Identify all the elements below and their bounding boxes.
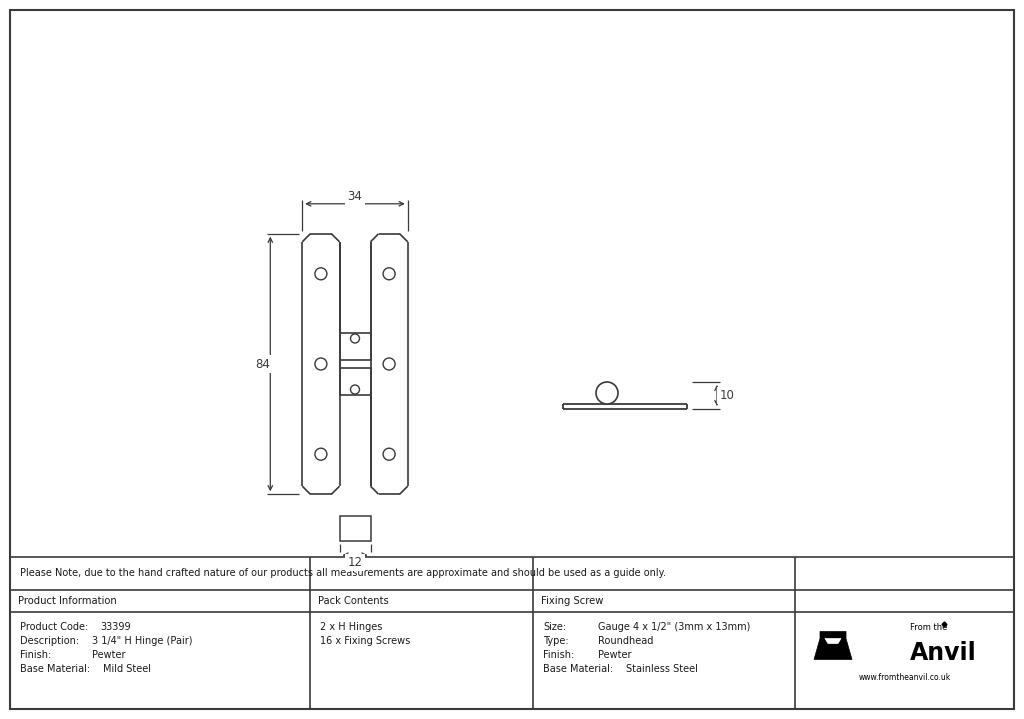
Circle shape [350, 334, 359, 343]
Circle shape [383, 358, 395, 370]
Text: Finish:: Finish: [543, 650, 574, 660]
Circle shape [383, 267, 395, 280]
Text: 2 x H Hinges: 2 x H Hinges [319, 622, 382, 632]
Text: Size:: Size: [543, 622, 566, 632]
Text: www.fromtheanvil.co.uk: www.fromtheanvil.co.uk [858, 673, 950, 682]
Circle shape [350, 385, 359, 394]
Text: Pack Contents: Pack Contents [318, 596, 389, 606]
Text: Finish:: Finish: [20, 650, 51, 660]
Text: Product Code:: Product Code: [20, 622, 88, 632]
Text: Stainless Steel: Stainless Steel [626, 664, 698, 674]
Text: Base Material:: Base Material: [20, 664, 90, 674]
Text: Mild Steel: Mild Steel [103, 664, 151, 674]
Text: 16 x Fixing Screws: 16 x Fixing Screws [319, 636, 411, 646]
Polygon shape [825, 638, 841, 644]
Text: From the: From the [909, 623, 947, 632]
Text: Type:: Type: [543, 636, 568, 646]
Text: 34: 34 [347, 191, 362, 203]
Polygon shape [814, 631, 852, 659]
Circle shape [596, 382, 618, 404]
Text: Pewter: Pewter [598, 650, 632, 660]
Text: Base Material:: Base Material: [543, 664, 613, 674]
Text: 12: 12 [347, 556, 362, 569]
Text: 84: 84 [255, 357, 269, 370]
Text: Please Note, due to the hand crafted nature of our products all measurements are: Please Note, due to the hand crafted nat… [20, 569, 666, 579]
Bar [340, 333, 371, 360]
Text: 33399: 33399 [100, 622, 131, 632]
Text: Pewter: Pewter [92, 650, 126, 660]
Text: Fixing Screw: Fixing Screw [541, 596, 603, 606]
Circle shape [315, 358, 327, 370]
Bar [340, 516, 371, 541]
Circle shape [315, 267, 327, 280]
Text: Product Information: Product Information [18, 596, 117, 606]
Text: Anvil: Anvil [909, 641, 976, 666]
Text: 10: 10 [720, 389, 734, 402]
Text: Description:: Description: [20, 636, 79, 646]
Circle shape [315, 448, 327, 460]
Text: Roundhead: Roundhead [598, 636, 653, 646]
Text: 3 1/4" H Hinge (Pair): 3 1/4" H Hinge (Pair) [92, 636, 193, 646]
Text: Gauge 4 x 1/2" (3mm x 13mm): Gauge 4 x 1/2" (3mm x 13mm) [598, 622, 751, 632]
Circle shape [383, 448, 395, 460]
Bar [340, 368, 371, 395]
